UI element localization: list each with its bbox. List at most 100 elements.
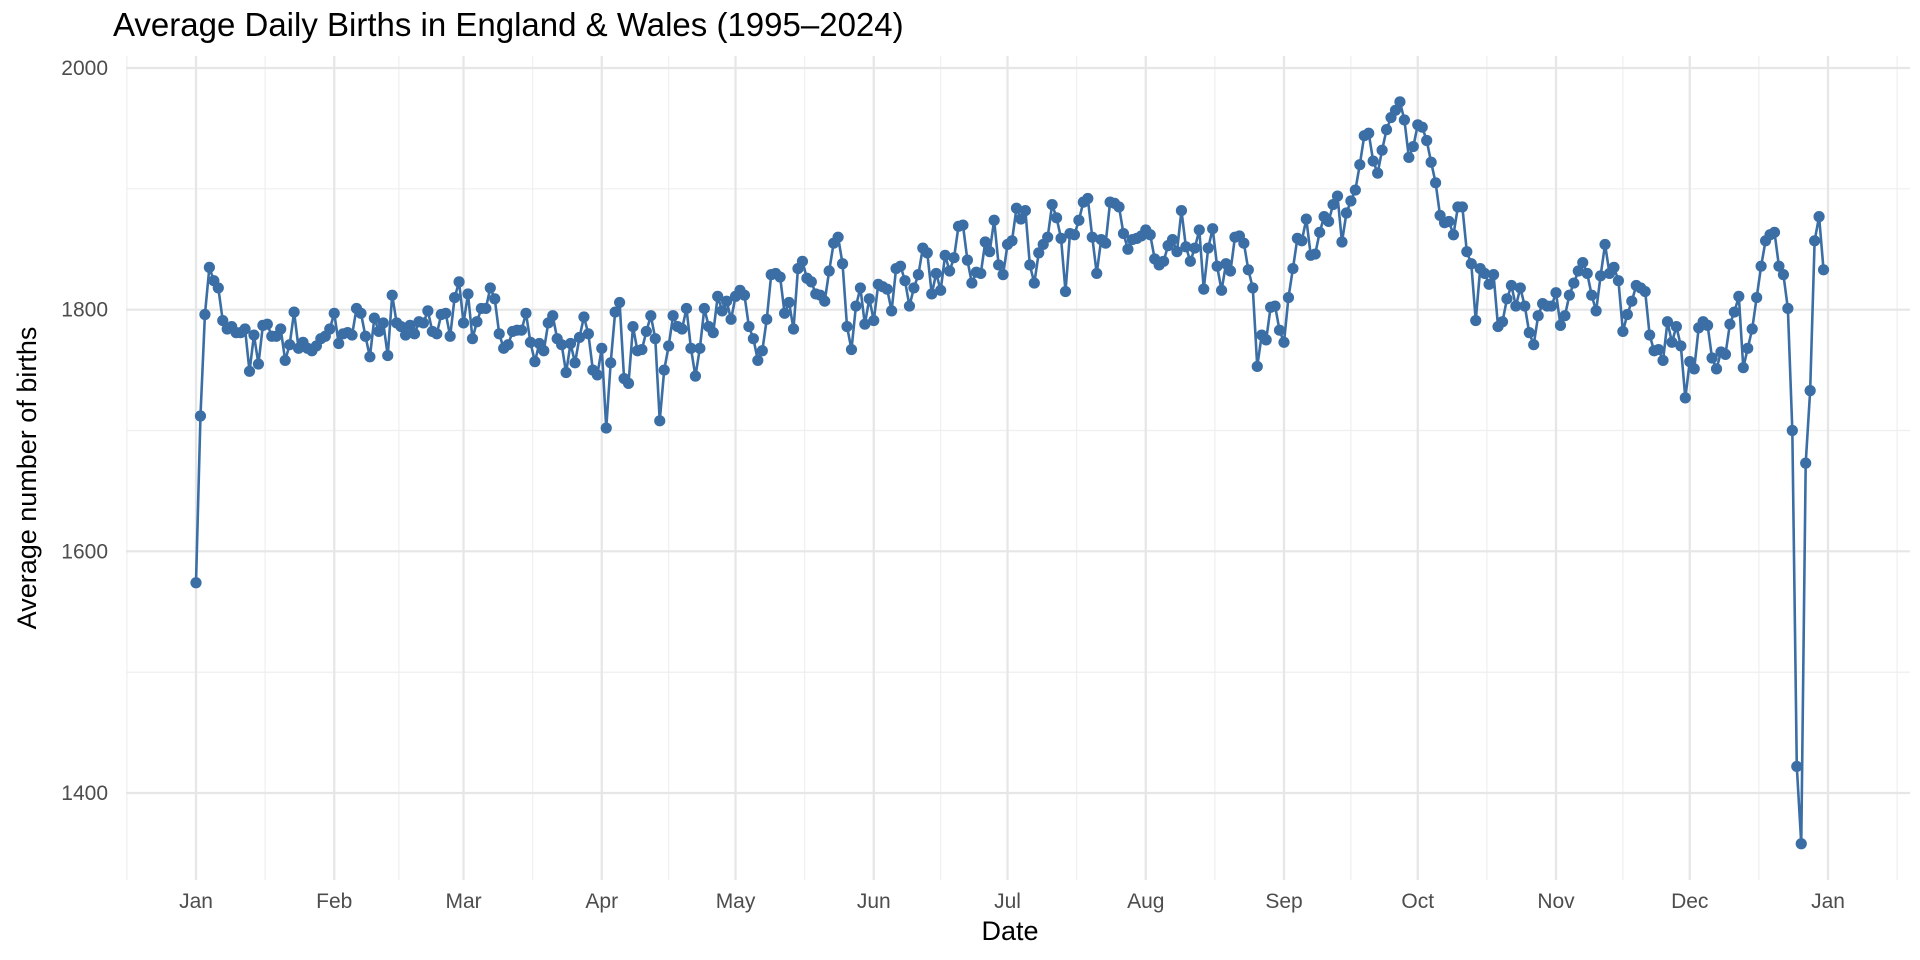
- data-point: [712, 290, 724, 302]
- x-tick-label: Apr: [585, 890, 618, 913]
- data-point: [663, 340, 675, 352]
- data-point: [819, 295, 831, 307]
- data-point: [1817, 264, 1830, 276]
- data-point: [1425, 156, 1437, 168]
- data-point: [591, 369, 603, 381]
- data-point: [930, 267, 942, 280]
- data-point: [1456, 201, 1468, 213]
- data-point: [529, 356, 541, 368]
- data-point: [560, 366, 572, 379]
- data-point: [1269, 300, 1281, 312]
- x-tick-label: Jan: [179, 890, 213, 913]
- data-point: [1260, 334, 1272, 346]
- data-point: [935, 284, 947, 296]
- data-point: [1100, 237, 1112, 249]
- data-point: [1273, 324, 1286, 336]
- data-point: [1679, 392, 1691, 404]
- data-point: [1777, 269, 1790, 281]
- data-point: [783, 296, 795, 309]
- x-tick-label: Jun: [857, 890, 891, 913]
- data-point: [1033, 247, 1045, 259]
- data-point: [1372, 167, 1384, 179]
- data-point: [399, 329, 412, 341]
- data-point: [747, 333, 759, 345]
- data-point: [578, 311, 590, 323]
- series-line: [194, 98, 1825, 844]
- data-point: [1737, 362, 1749, 374]
- data-point: [596, 342, 608, 354]
- data-point: [395, 320, 407, 333]
- data-point: [1019, 204, 1031, 217]
- data-point: [975, 267, 987, 280]
- data-point: [1724, 318, 1736, 330]
- data-point: [1430, 177, 1442, 189]
- data-point: [805, 276, 817, 288]
- x-axis-title: Date: [981, 916, 1038, 946]
- data-point: [1314, 226, 1326, 238]
- data-point: [457, 317, 470, 329]
- data-point: [1581, 267, 1593, 280]
- data-point: [346, 329, 358, 341]
- data-point: [1367, 155, 1379, 167]
- data-point: [1380, 124, 1393, 136]
- data-point: [1059, 285, 1072, 298]
- x-tick-label: Aug: [1127, 890, 1164, 913]
- data-point: [1122, 243, 1134, 255]
- data-point: [284, 339, 296, 351]
- data-point: [190, 577, 202, 589]
- data-point: [1496, 316, 1509, 328]
- data-point: [556, 339, 568, 351]
- x-tick-label: Nov: [1537, 890, 1575, 913]
- y-axis-title: Average number of births: [12, 327, 42, 630]
- data-point: [1514, 282, 1526, 294]
- data-point: [1189, 242, 1201, 254]
- x-tick-label: Jan: [1811, 890, 1845, 913]
- data-point: [1166, 233, 1179, 246]
- data-point: [1421, 134, 1433, 147]
- data-point: [622, 377, 635, 389]
- data-point: [997, 269, 1009, 281]
- data-point: [1073, 214, 1085, 226]
- data-point: [261, 318, 273, 330]
- data-point: [854, 282, 866, 294]
- data-point: [752, 354, 764, 367]
- data-point: [1523, 327, 1535, 339]
- x-tick-label: Jul: [994, 890, 1021, 913]
- data-point: [1042, 231, 1054, 243]
- data-point: [1389, 104, 1402, 116]
- data-point: [1287, 262, 1299, 275]
- data-point: [243, 365, 256, 377]
- data-point: [845, 343, 858, 356]
- data-point: [707, 327, 719, 339]
- data-point: [1354, 159, 1366, 171]
- data-point: [382, 349, 394, 362]
- data-point: [836, 258, 849, 270]
- data-point: [449, 291, 461, 304]
- data-point: [471, 316, 483, 328]
- data-point: [957, 219, 969, 231]
- data-point: [364, 351, 376, 363]
- data-point: [368, 312, 380, 324]
- data-point: [1626, 295, 1638, 307]
- data-point: [1407, 140, 1419, 153]
- data-point: [605, 357, 617, 369]
- data-point: [1487, 269, 1500, 281]
- data-point: [480, 302, 492, 315]
- data-point: [1519, 300, 1531, 312]
- data-point: [1465, 258, 1477, 270]
- data-point: [1193, 224, 1205, 236]
- data-point: [1594, 270, 1607, 282]
- data-point: [1550, 287, 1562, 299]
- data-point: [217, 314, 229, 327]
- data-point: [1510, 300, 1522, 312]
- data-point: [721, 295, 733, 307]
- data-point: [926, 288, 938, 300]
- y-tick-labels: 1400 1600 1800 2000: [61, 57, 108, 805]
- data-point: [676, 323, 688, 335]
- data-point: [493, 328, 505, 340]
- data-point: [881, 283, 893, 295]
- data-point: [328, 307, 340, 319]
- grid-minor: [126, 56, 1910, 880]
- data-point: [984, 246, 996, 258]
